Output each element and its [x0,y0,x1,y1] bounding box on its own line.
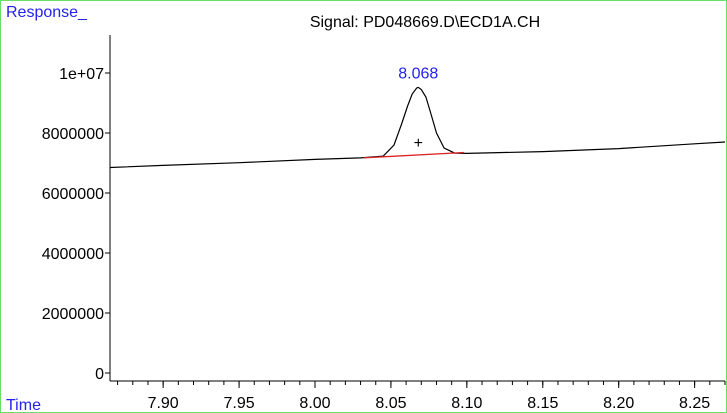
x-tick-label: 8.00 [299,395,330,412]
x-tick-label: 8.05 [375,395,406,412]
x-minor-ticks [117,381,726,385]
x-tick-label: 8.25 [679,395,710,412]
x-tick-label: 8.10 [451,395,482,412]
integration-baseline [363,151,464,159]
signal-trace [109,86,726,169]
x-tick-label: 8.20 [603,395,634,412]
x-tick-label: 8.15 [527,395,558,412]
chart-title: Signal: PD048669.D\ECD1A.CH [310,14,540,31]
y-tick-label: 4000000 [42,246,104,263]
y-tick-label: 1e+07 [59,66,104,83]
peak-retention-label: 8.068 [398,65,438,82]
x-axis-label: Time [6,397,41,413]
y-tick-label: 6000000 [42,186,104,203]
y-tick-label: 2000000 [42,306,104,323]
annotations: 8.068 + [398,65,438,152]
y-tick-label: 8000000 [42,126,104,143]
y-axis-label: Response_ [6,4,88,21]
y-tick-label: 0 [95,366,104,383]
peak-marker: + [414,135,423,152]
x-tick-label: 7.95 [224,395,255,412]
x-ticks: 7.90 7.95 8.00 8.05 8.10 8.15 8.20 8.25 [148,381,710,412]
y-ticks: 0 2000000 4000000 6000000 8000000 1e+07 [42,66,110,383]
x-tick-label: 7.90 [148,395,179,412]
